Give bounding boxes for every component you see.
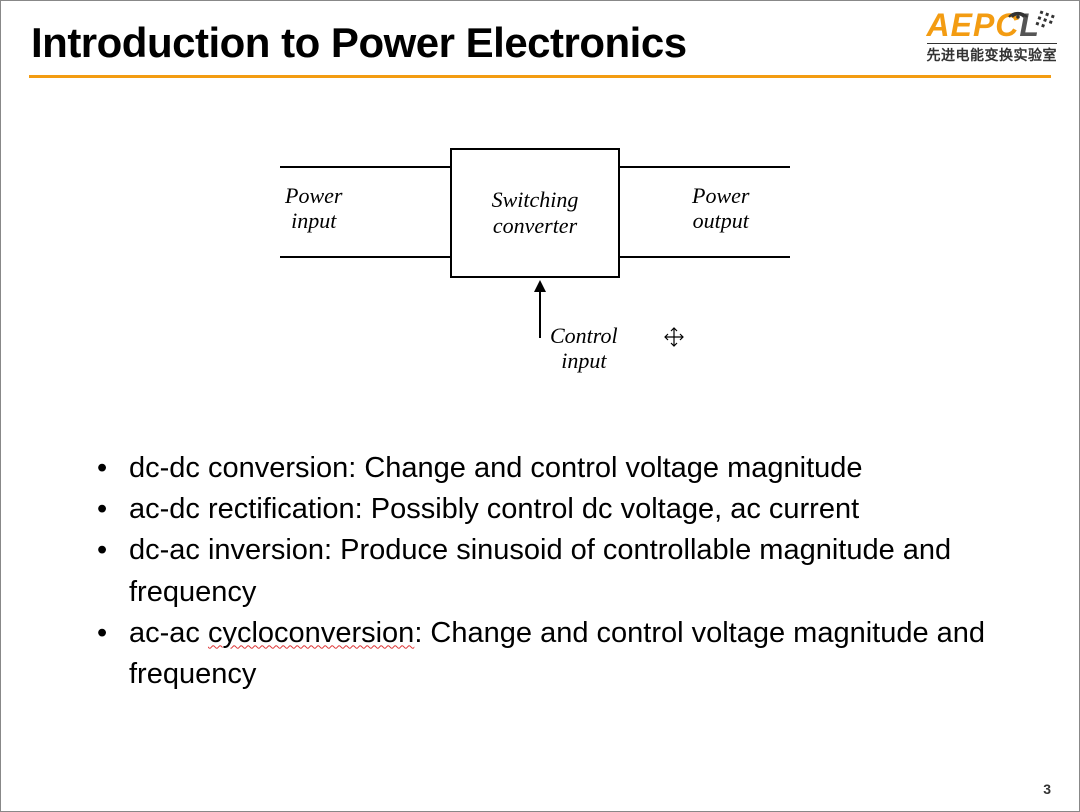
block-diagram: Switchingconverter Powerinput Poweroutpu… [230,128,850,388]
wire-output-top [620,166,790,168]
logo-text-orange: AEPC [927,7,1020,43]
wire-input-top [280,166,450,168]
converter-box: Switchingconverter [450,148,620,278]
underlined-word: cycloconversion [208,617,414,649]
wire-output-bottom [620,256,790,258]
wifi-icon [1007,3,1029,19]
page-number: 3 [1043,781,1051,797]
control-arrow-icon [530,280,550,340]
bullet-list: dc-dc conversion: Change and control vol… [91,448,1009,695]
power-input-label: Powerinput [285,183,342,234]
logo-block: AEPCL 先进电能变换实验室 [927,9,1058,65]
slide-header: Introduction to Power Electronics AEPCL … [1,1,1079,67]
header-rule [29,75,1051,78]
slide-title: Introduction to Power Electronics [31,19,1049,67]
bullet-item: ac-ac cycloconversion: Change and contro… [91,613,1009,695]
logo-subtitle: 先进电能变换实验室 [927,43,1058,65]
bullet-item: ac-dc rectification: Possibly control dc… [91,489,1009,530]
dots-icon [1033,9,1059,35]
logo-text: AEPCL [927,9,1058,41]
power-output-label: Poweroutput [692,183,749,234]
bullet-item: dc-ac inversion: Produce sinusoid of con… [91,530,1009,612]
control-input-label: Controlinput [550,323,618,374]
bullet-item: dc-dc conversion: Change and control vol… [91,448,1009,489]
converter-box-label: Switchingconverter [492,187,579,240]
wire-input-bottom [280,256,450,258]
